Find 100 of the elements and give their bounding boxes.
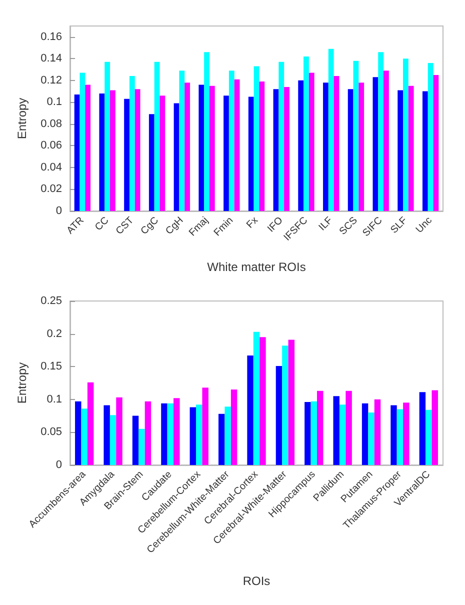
bar [174,398,180,465]
bar [358,82,364,211]
bar [323,82,328,211]
bar [247,355,254,465]
bar [328,48,334,211]
bar [218,414,225,465]
bar [104,405,110,465]
bar [144,401,152,465]
bar [110,90,116,211]
bar [372,77,378,211]
bar [190,407,196,465]
bar [334,76,340,211]
bar [74,94,80,211]
bar [198,84,204,211]
x-tick-label: Fx [244,215,260,231]
bar [154,62,160,211]
bar [426,410,432,465]
bar [138,428,145,465]
bar [110,415,116,465]
bar [348,89,354,211]
y-tick-label: 0.2 [46,328,62,340]
bar [253,332,260,465]
y-tick-label: 0.05 [40,426,62,438]
bar [81,408,88,465]
bar [129,76,135,211]
x-tick-label: IFO [266,214,286,235]
bar [196,404,202,465]
bar [346,390,352,465]
bar [224,96,229,211]
bar [276,366,282,465]
bar [298,80,304,211]
x-axis-title: ROIs [242,574,270,588]
bar [384,70,389,211]
bar [230,390,238,465]
bar [202,388,208,465]
bar [204,52,210,211]
bar [278,62,284,211]
bar [273,89,279,211]
bar [308,72,314,211]
bar [99,93,105,211]
bar [179,70,185,211]
x-axis-title: White matter ROIs [207,260,306,274]
y-tick-label: 0 [56,205,62,217]
bar [116,397,122,465]
bar [209,86,215,211]
bar [428,63,434,211]
bar [316,390,324,465]
bar [378,52,384,211]
bar [310,401,317,465]
bar [422,91,428,211]
bar [282,346,288,465]
bar [433,74,439,211]
bar [362,403,368,465]
bar [339,404,346,465]
y-axis-title: Entropy [15,362,29,404]
bar [333,396,340,465]
y-tick-label: 0.06 [40,140,62,152]
y-tick-label: 0.02 [40,183,62,196]
x-tick-label: ILF [317,215,335,234]
y-tick-label: 0.12 [40,74,62,86]
bar [174,103,180,211]
bar [403,58,408,211]
bar [80,72,86,211]
bar [398,90,404,211]
bar [75,401,82,465]
bar [259,82,265,211]
bar [134,89,140,211]
bar [288,340,295,465]
y-tick-label: 0.04 [40,161,62,174]
bar [132,416,139,465]
bar [85,84,91,211]
bar [248,96,254,211]
y-tick-label: 0.14 [40,52,62,65]
bar [161,403,168,465]
bar [87,382,94,465]
x-tick-label: SCS [338,214,360,238]
bar [184,82,190,211]
bar [390,405,397,465]
y-tick-label: 0.25 [40,295,62,307]
bar [284,86,290,211]
bar [167,403,174,465]
y-axis-title: Entropy [15,98,29,140]
bar [432,390,438,465]
bar [224,406,231,465]
y-tick-label: 0.15 [40,360,62,373]
bar [148,114,154,211]
bar [419,392,426,465]
y-tick-label: 0.16 [40,30,62,43]
x-tick-label: CC [93,215,112,234]
bar [124,98,130,211]
y-tick-label: 0.1 [46,96,62,108]
y-tick-label: 0 [56,459,62,471]
bar [408,86,414,211]
bar [374,399,381,465]
x-tick-label: CgC [139,215,161,238]
x-tick-label: Unc [414,215,434,236]
x-tick-label: CgH [164,215,186,238]
bar [160,96,166,211]
x-tick-label: SLF [388,215,410,236]
bar [353,60,359,211]
